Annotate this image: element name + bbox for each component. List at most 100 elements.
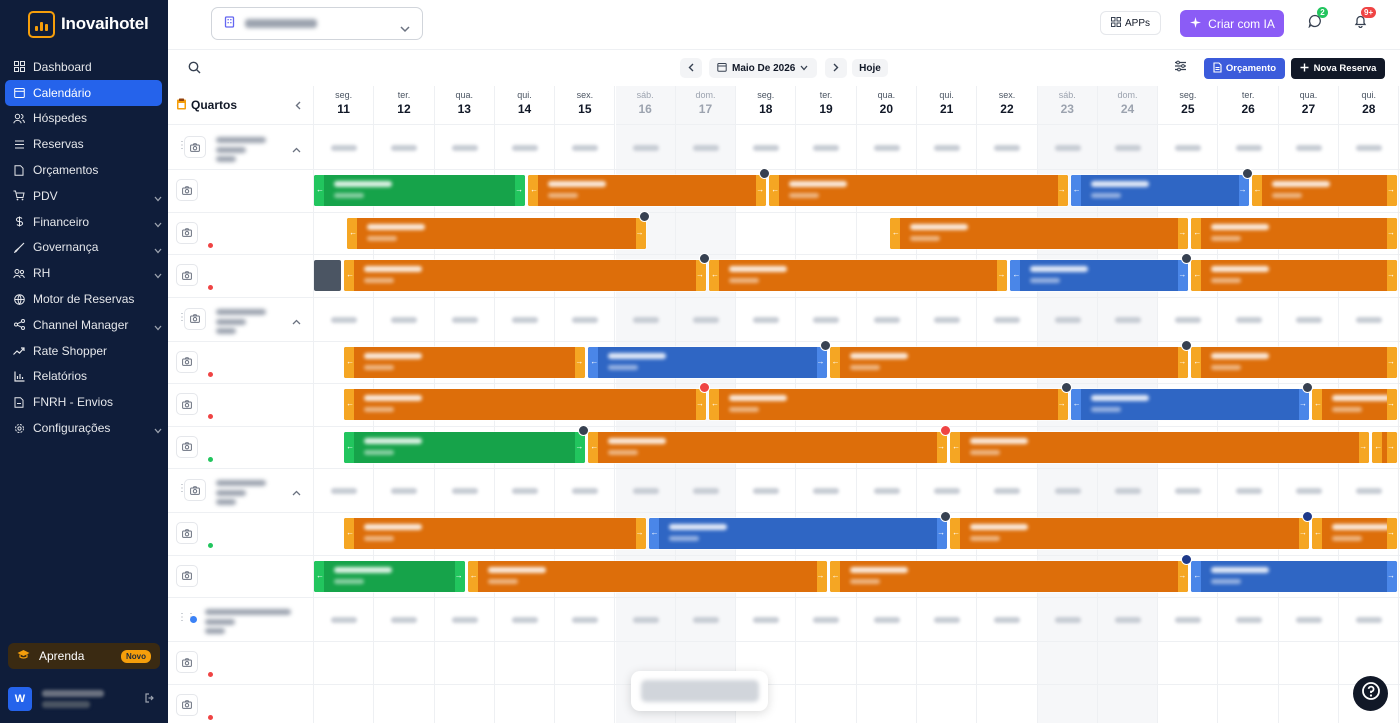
room-row-label[interactable]	[168, 254, 314, 297]
sidebar-item-financeiro[interactable]: Financeiro	[5, 209, 162, 235]
resize-handle-left[interactable]	[528, 175, 539, 206]
resize-handle-right[interactable]	[515, 175, 526, 206]
camera-icon[interactable]	[176, 651, 198, 673]
room-row-label[interactable]	[168, 512, 314, 555]
room-row-label[interactable]	[168, 211, 314, 254]
status-marker-icon[interactable]	[1301, 511, 1313, 522]
alert-marker-icon[interactable]	[698, 382, 710, 393]
resize-handle-right[interactable]	[997, 260, 1008, 291]
resize-handle-right[interactable]	[1386, 431, 1397, 463]
resize-handle-left[interactable]	[889, 217, 900, 249]
resize-handle-right[interactable]	[1386, 518, 1397, 549]
reservation-bar[interactable]: ← →	[1191, 346, 1397, 378]
reservation-bar[interactable]: ← →	[950, 518, 1309, 549]
alert-marker-icon[interactable]	[940, 424, 952, 436]
resize-handle-right[interactable]	[756, 175, 767, 206]
resize-handle-right[interactable]	[1386, 560, 1397, 592]
drag-handle-icon[interactable]: ⋮⋮	[177, 612, 196, 623]
resize-handle-right[interactable]	[1386, 175, 1397, 206]
resize-handle-left[interactable]	[1070, 175, 1081, 206]
resize-handle-right[interactable]	[1057, 175, 1068, 206]
reservation-bar[interactable]: ← →	[1251, 175, 1397, 206]
day-header[interactable]: ter. 26	[1218, 86, 1278, 125]
previous-period-button[interactable]	[680, 58, 702, 78]
notifications-button[interactable]: 9+	[1354, 7, 1377, 33]
day-header[interactable]: ter. 19	[796, 86, 856, 125]
resize-handle-right[interactable]	[1178, 560, 1189, 592]
resize-handle-left[interactable]	[1191, 560, 1202, 592]
sidebar-item-governanca[interactable]: Governança	[5, 235, 162, 261]
sidebar-item-reservas[interactable]: Reservas	[5, 131, 162, 157]
hotel-selector[interactable]	[211, 7, 423, 40]
day-header[interactable]: qua. 20	[856, 86, 916, 125]
resize-handle-left[interactable]	[708, 389, 719, 420]
resize-handle-left[interactable]	[588, 431, 599, 463]
room-row-label[interactable]	[168, 425, 314, 468]
reservation-bar[interactable]: ← →	[1070, 175, 1249, 206]
room-row-label[interactable]	[168, 383, 314, 426]
resize-handle-right[interactable]	[575, 431, 586, 463]
resize-handle-right[interactable]	[937, 431, 948, 463]
camera-icon[interactable]	[176, 564, 198, 587]
camera-icon[interactable]	[184, 307, 206, 330]
create-with-ai-button[interactable]: Criar com IA	[1180, 10, 1284, 37]
reservation-bar[interactable]: ← →	[1311, 389, 1397, 420]
status-marker-icon[interactable]	[578, 424, 590, 436]
resize-handle-left[interactable]	[1191, 346, 1202, 378]
room-row-label[interactable]	[168, 554, 314, 597]
reservation-bar[interactable]: ← →	[950, 431, 1370, 463]
resize-handle-right[interactable]	[1386, 217, 1397, 249]
reservation-bar[interactable]: ← →	[467, 560, 827, 592]
day-header[interactable]: seg. 18	[736, 86, 796, 125]
reservation-bar[interactable]: ← →	[588, 346, 827, 378]
room-row-label[interactable]	[168, 683, 314, 723]
reservation-bar[interactable]: ← →	[1311, 518, 1397, 549]
day-header[interactable]: dom. 24	[1097, 86, 1158, 125]
resize-handle-left[interactable]	[708, 260, 719, 291]
resize-handle-left[interactable]	[588, 346, 599, 378]
sidebar-item-configuracoes[interactable]: Configurações	[5, 415, 162, 441]
sidebar-item-orcamentos[interactable]: Orçamentos	[5, 157, 162, 183]
sidebar-item-fnrh-envios[interactable]: FNRH - Envios	[5, 389, 162, 415]
resize-handle-right[interactable]	[1238, 175, 1249, 206]
sidebar-item-channel-manager[interactable]: Channel Manager	[5, 312, 162, 338]
day-header[interactable]: qui. 28	[1339, 86, 1399, 125]
chevron-up-icon[interactable]	[292, 483, 301, 501]
reservation-bar[interactable]: ← →	[344, 346, 586, 378]
status-marker-icon[interactable]	[1241, 168, 1253, 179]
resize-handle-right[interactable]	[635, 518, 646, 549]
resize-handle-right[interactable]	[937, 518, 948, 549]
resize-handle-left[interactable]	[344, 346, 355, 378]
status-marker-icon[interactable]	[1060, 382, 1072, 393]
resize-handle-left[interactable]	[344, 431, 355, 463]
resize-handle-left[interactable]	[1010, 260, 1021, 291]
sidebar-item-motor-de-reservas[interactable]: Motor de Reservas	[5, 286, 162, 312]
resize-handle-left[interactable]	[829, 346, 840, 378]
status-marker-icon[interactable]	[940, 511, 952, 522]
resize-handle-left[interactable]	[467, 560, 478, 592]
day-header[interactable]: sex. 15	[555, 86, 615, 125]
resize-handle-left[interactable]	[1070, 389, 1081, 420]
day-header[interactable]: seg. 25	[1158, 86, 1218, 125]
status-marker-icon[interactable]	[1181, 553, 1193, 565]
reservation-bar[interactable]: ← →	[829, 560, 1189, 592]
brand-logo[interactable]: Inovaihotel	[28, 10, 149, 38]
status-marker-icon[interactable]	[1301, 382, 1313, 393]
resize-handle-left[interactable]	[950, 431, 961, 463]
resize-handle-right[interactable]	[695, 389, 706, 420]
chevron-up-icon[interactable]	[292, 312, 301, 330]
resize-handle-right[interactable]	[575, 346, 586, 378]
sidebar-item-calendario[interactable]: Calendário	[5, 79, 162, 106]
reservation-bar[interactable]: ← →	[314, 560, 465, 592]
day-header[interactable]: qua. 13	[434, 86, 494, 125]
room-type-group[interactable]: ⋮⋮	[168, 125, 314, 169]
floating-popup-redacted[interactable]	[631, 671, 768, 711]
room-row-label[interactable]	[168, 340, 314, 383]
resize-handle-right[interactable]	[635, 217, 646, 249]
next-period-button[interactable]	[825, 58, 847, 78]
reservation-bar[interactable]: ← →	[708, 260, 1008, 291]
resize-handle-left[interactable]	[950, 518, 961, 549]
room-row-label[interactable]	[168, 169, 314, 212]
resize-handle-right[interactable]	[1386, 346, 1397, 378]
apps-button[interactable]: APPs	[1100, 11, 1161, 35]
